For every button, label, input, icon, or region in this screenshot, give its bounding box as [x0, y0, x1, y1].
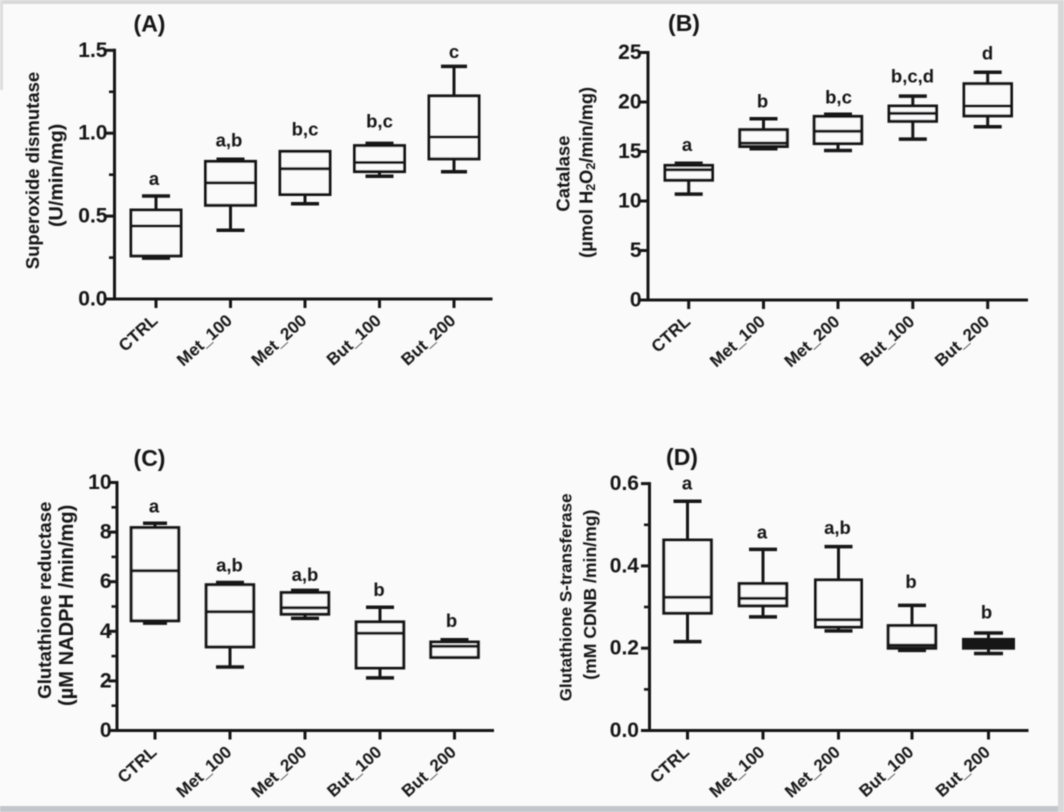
svg-text:b: b	[373, 579, 384, 600]
svg-text:a,b: a,b	[292, 564, 319, 585]
svg-text:10: 10	[88, 471, 111, 494]
svg-text:(C): (C)	[134, 445, 166, 471]
svg-text:0: 0	[100, 719, 112, 742]
svg-text:b: b	[981, 602, 992, 623]
svg-text:b: b	[446, 610, 457, 631]
svg-text:1.0: 1.0	[78, 122, 107, 145]
svg-text:8: 8	[100, 521, 112, 544]
svg-text:b,c,d: b,c,d	[891, 66, 934, 87]
svg-text:2: 2	[100, 669, 112, 692]
svg-text:c: c	[449, 41, 459, 62]
svg-text:a: a	[149, 168, 160, 189]
svg-text:a: a	[682, 473, 693, 494]
svg-text:a,b: a,b	[216, 555, 243, 576]
svg-text:b: b	[905, 571, 916, 592]
svg-text:0.2: 0.2	[610, 637, 639, 660]
svg-text:5: 5	[630, 239, 642, 262]
svg-text:a: a	[149, 496, 160, 517]
svg-text:0.6: 0.6	[610, 472, 639, 495]
svg-text:b,c: b,c	[366, 111, 393, 132]
svg-text:(U/min/mg): (U/min/mg)	[46, 124, 68, 227]
svg-text:a,b: a,b	[216, 130, 243, 151]
svg-text:(A): (A)	[134, 11, 166, 37]
svg-text:Superoxide dismutase: Superoxide dismutase	[22, 72, 43, 269]
svg-text:a,b: a,b	[824, 517, 851, 538]
svg-text:(mM CDNB /min/mg): (mM CDNB /min/mg)	[580, 510, 600, 680]
svg-text:20: 20	[618, 91, 641, 114]
svg-text:(B): (B)	[668, 10, 700, 36]
svg-text:(D): (D)	[666, 444, 698, 470]
svg-text:(µmol H2O2/min/mg): (µmol H2O2/min/mg)	[577, 87, 599, 258]
svg-text:a: a	[682, 134, 693, 155]
svg-text:d: d	[982, 43, 993, 64]
svg-text:Glutathione S-transferase: Glutathione S-transferase	[557, 493, 576, 701]
svg-text:0.5: 0.5	[78, 205, 108, 228]
svg-text:0: 0	[630, 289, 642, 312]
svg-text:Catalase: Catalase	[553, 136, 574, 212]
svg-text:10: 10	[618, 190, 641, 213]
svg-text:(µM NADPH /min/mg): (µM NADPH /min/mg)	[56, 505, 78, 706]
svg-text:6: 6	[100, 570, 112, 593]
svg-text:b,c: b,c	[292, 119, 319, 140]
svg-text:4: 4	[100, 620, 112, 643]
svg-text:Glutathione reductase: Glutathione reductase	[34, 502, 55, 699]
svg-text:1.5: 1.5	[78, 39, 108, 62]
svg-text:0.0: 0.0	[78, 288, 107, 311]
svg-text:b,c: b,c	[825, 87, 852, 108]
svg-text:0.0: 0.0	[610, 719, 639, 742]
svg-text:25: 25	[618, 41, 642, 64]
svg-text:0.4: 0.4	[610, 554, 640, 577]
svg-text:b: b	[757, 91, 768, 112]
svg-text:a: a	[757, 522, 768, 543]
svg-text:15: 15	[618, 140, 642, 163]
